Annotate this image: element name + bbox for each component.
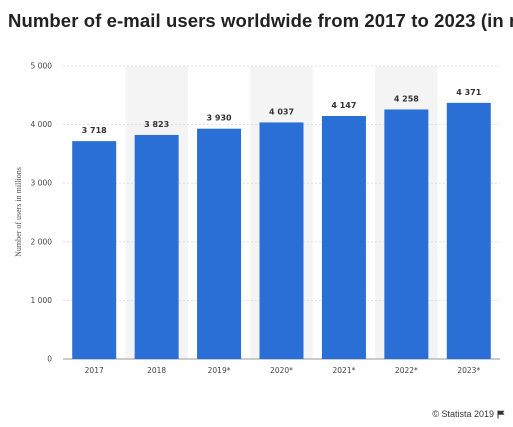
bar-2017[interactable]	[72, 141, 117, 359]
y-tick-label: 3 000	[31, 179, 53, 188]
y-axis-title: Number of users in millions	[14, 167, 23, 257]
x-tick-label: 2017	[85, 366, 104, 375]
x-tick-label: 2021*	[333, 366, 356, 375]
y-tick-label: 5 000	[31, 62, 53, 71]
chart-title: Number of e-mail users worldwide from 20…	[8, 10, 513, 31]
x-tick-label: 2019*	[208, 366, 231, 375]
y-tick-label: 4 000	[31, 120, 53, 129]
data-label: 4 371	[456, 88, 481, 97]
bar-2018[interactable]	[134, 134, 179, 359]
x-axis-ticks: 2017 2018 2019* 2020* 2021* 2022* 2023*	[85, 366, 481, 375]
bar-2023[interactable]	[446, 102, 491, 359]
data-label: 4 037	[269, 107, 294, 116]
x-tick-label: 2018	[147, 366, 166, 375]
x-tick-label: 2022*	[395, 366, 418, 375]
bar-2019[interactable]	[197, 128, 242, 359]
data-label: 3 930	[207, 114, 232, 123]
data-label: 3 823	[144, 120, 169, 129]
data-labels: 3 718 3 823 3 930 4 037 4 147 4 258 4 371	[82, 88, 482, 135]
y-tick-label: 0	[47, 355, 52, 364]
flag-icon	[497, 410, 505, 418]
x-tick-label: 2020*	[270, 366, 293, 375]
data-label: 4 147	[331, 101, 356, 110]
y-axis-ticks: 0 1 000 2 000 3 000 4 000 5 000	[31, 62, 53, 364]
bar-2020[interactable]	[259, 122, 304, 360]
y-tick-label: 2 000	[31, 237, 53, 246]
credit-text: © Statista 2019	[432, 409, 494, 419]
bar-2021[interactable]	[321, 115, 366, 359]
y-tick-label: 1 000	[31, 296, 53, 305]
statista-credit[interactable]: © Statista 2019	[432, 409, 505, 419]
data-label: 3 718	[82, 126, 107, 135]
bars	[72, 102, 491, 360]
data-label: 4 258	[394, 94, 419, 103]
x-tick-label: 2023*	[457, 366, 480, 375]
bar-2022[interactable]	[384, 109, 429, 359]
